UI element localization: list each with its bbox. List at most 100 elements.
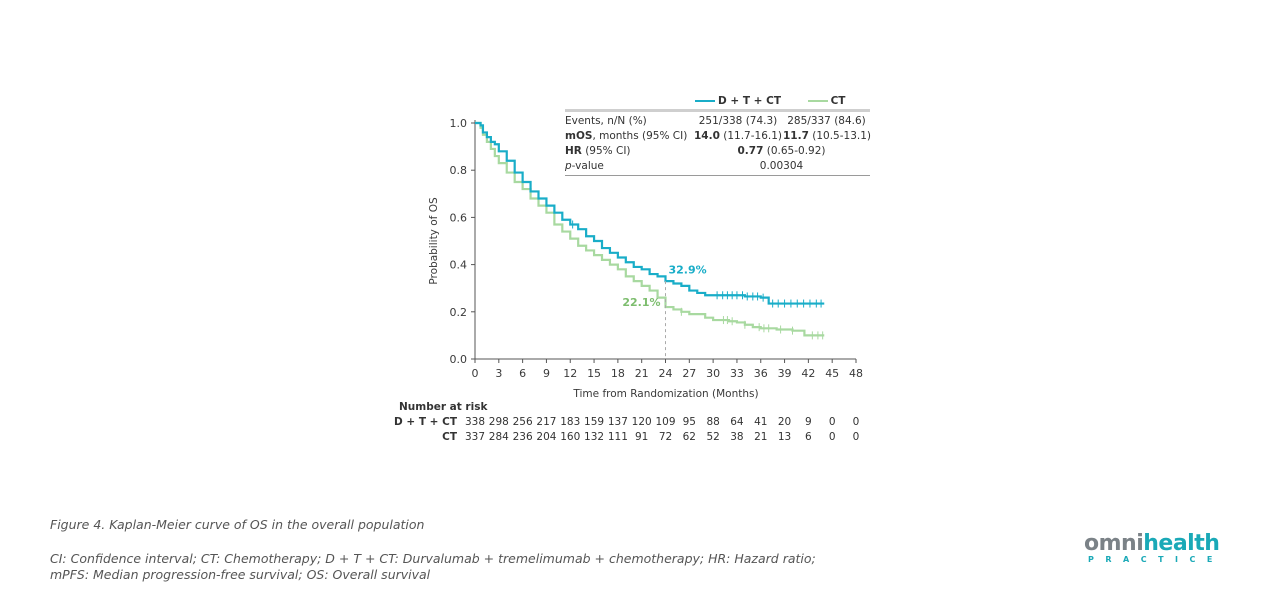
x-tick-label: 48 — [849, 367, 863, 380]
legend-label: D + T + CT — [718, 94, 781, 107]
stat-label: (95% CI) — [581, 145, 631, 157]
stat-label-italic: p — [565, 160, 572, 172]
logo-text-omni: omni — [1084, 531, 1144, 556]
x-tick-label: 6 — [519, 367, 526, 380]
stats-row-hr: HR (95% CI) 0.77 (0.65-0.92) — [565, 144, 870, 159]
logo-text-practice: PRACTICE — [1088, 555, 1224, 564]
x-tick-label: 18 — [611, 367, 625, 380]
risk-value: 21 — [754, 431, 768, 443]
legend: D + T + CT CT — [565, 93, 870, 112]
stat-value-bold: 11.7 — [783, 130, 809, 142]
hr-value-bold: 0.77 — [737, 145, 764, 157]
legend-swatch-ct — [807, 100, 828, 102]
km-curve-ct — [475, 121, 825, 337]
stat-label: Events, n/N (%) — [565, 115, 647, 127]
risk-value: 20 — [777, 416, 792, 428]
risk-value: 298 — [488, 416, 509, 428]
risk-value: 111 — [607, 431, 628, 443]
x-tick-label: 9 — [543, 367, 550, 380]
figure-caption: Figure 4. Kaplan-Meier curve of OS in th… — [50, 517, 425, 532]
x-tick-label: 3 — [495, 367, 502, 380]
x-tick-label: 39 — [778, 367, 792, 380]
y-tick-label: 0.4 — [450, 259, 468, 272]
legend-swatch-dtct — [695, 100, 716, 102]
hr-value: (0.65-0.92) — [763, 145, 826, 157]
risk-row-label: D + T + CT — [394, 416, 457, 428]
risk-value: 132 — [584, 431, 605, 443]
curves — [475, 121, 825, 340]
legend-label: CT — [830, 94, 846, 107]
y-tick-label: 0.8 — [450, 164, 468, 177]
stats-row-events: Events, n/N (%) 251/338 (74.3) 285/337 (… — [565, 114, 870, 129]
y-axis-title: Probability of OS — [428, 197, 440, 285]
x-tick-label: 33 — [730, 367, 744, 380]
x-tick-label: 45 — [825, 367, 839, 380]
axes: 0.00.20.40.60.81.00 3 6 9 12 15 18 21 24 27 30 33 36… — [450, 117, 864, 380]
x-tick-label: 42 — [801, 367, 815, 380]
x-tick-label: 36 — [754, 367, 768, 380]
annotation-dtct-24m: 32.9% — [669, 263, 707, 276]
risk-value: 236 — [512, 431, 533, 443]
risk-value: 62 — [682, 431, 696, 443]
km-curve-dtct — [475, 121, 825, 305]
risk-value: 9 — [805, 416, 812, 428]
risk-value: 0 — [828, 431, 836, 443]
stat-label: , months (95% CI) — [592, 130, 688, 142]
stat-value: 251/338 (74.3) — [698, 115, 778, 127]
risk-value: 160 — [560, 431, 581, 443]
risk-value: 338 — [464, 416, 486, 428]
x-tick-label: 15 — [587, 367, 601, 380]
stat-label-bold: HR — [565, 145, 582, 157]
risk-value: 0 — [828, 416, 836, 428]
stat-label: -value — [571, 160, 604, 172]
y-tick-label: 0.2 — [450, 306, 468, 319]
risk-value: 0 — [852, 416, 860, 428]
x-tick-label: 30 — [706, 367, 720, 380]
legend-item-ct: CT — [783, 93, 870, 109]
x-tick-label: 24 — [659, 367, 673, 380]
risk-value: 88 — [706, 416, 720, 428]
y-tick-label: 0.0 — [450, 353, 468, 366]
stat-value-bold: 14.0 — [694, 130, 720, 142]
risk-table-title: Number at risk — [399, 401, 488, 413]
risk-value: 91 — [635, 431, 649, 443]
stats-row-mos: mOS, months (95% CI) 14.0 (11.7-16.1) 11… — [565, 129, 871, 144]
x-tick-label: 0 — [472, 367, 479, 380]
y-tick-label: 0.6 — [450, 211, 468, 224]
stat-value: 285/337 (84.6) — [787, 115, 866, 127]
pvalue: 0.00304 — [759, 160, 804, 172]
stat-value: (10.5-13.1) — [808, 130, 871, 142]
risk-value: 204 — [536, 431, 557, 443]
logo-text-health: health — [1143, 531, 1220, 556]
figure-footnote: CI: Confidence interval; CT: Chemotherap… — [50, 551, 816, 582]
risk-value: 137 — [607, 416, 628, 428]
x-tick-label: 12 — [563, 367, 577, 380]
stats-row-pvalue: p-value 0.00304 — [565, 159, 870, 174]
risk-value: 256 — [512, 416, 533, 428]
omnihealth-logo: omnihealth PRACTICE — [1084, 531, 1224, 565]
risk-value: 0 — [852, 431, 860, 443]
x-tick-label: 27 — [682, 367, 696, 380]
risk-value: 13 — [777, 431, 792, 443]
risk-value: 72 — [658, 431, 673, 443]
risk-value: 109 — [655, 416, 676, 428]
annotation-ct-24m: 22.1% — [622, 296, 660, 309]
risk-value: 38 — [730, 431, 744, 443]
risk-value: 64 — [730, 416, 744, 428]
x-tick-label: 21 — [635, 367, 649, 380]
risk-value: 337 — [464, 431, 486, 443]
stat-value: (11.7-16.1) — [719, 130, 782, 142]
annotations: 32.9% 22.1% — [622, 263, 707, 359]
risk-value: 159 — [584, 416, 605, 428]
risk-value: 52 — [706, 431, 720, 443]
x-axis-title: Time from Randomization (Months) — [572, 388, 758, 400]
risk-value: 217 — [536, 416, 557, 428]
stats-table: D + T + CT CT Events, n/N (%) 251/338 (7… — [565, 93, 871, 176]
risk-value: 6 — [805, 431, 812, 443]
risk-row-dtct: D + T + CT 338 298 256 217 183 159 137 120 109 95… — [394, 416, 869, 431]
risk-row-ct: CT 337 284 236 204 160 132 111 91 72 62 52 38 21 13 6 0… — [399, 431, 869, 446]
risk-value: 284 — [488, 431, 509, 443]
risk-value: 95 — [682, 416, 696, 428]
stat-label-bold: mOS — [565, 130, 593, 142]
